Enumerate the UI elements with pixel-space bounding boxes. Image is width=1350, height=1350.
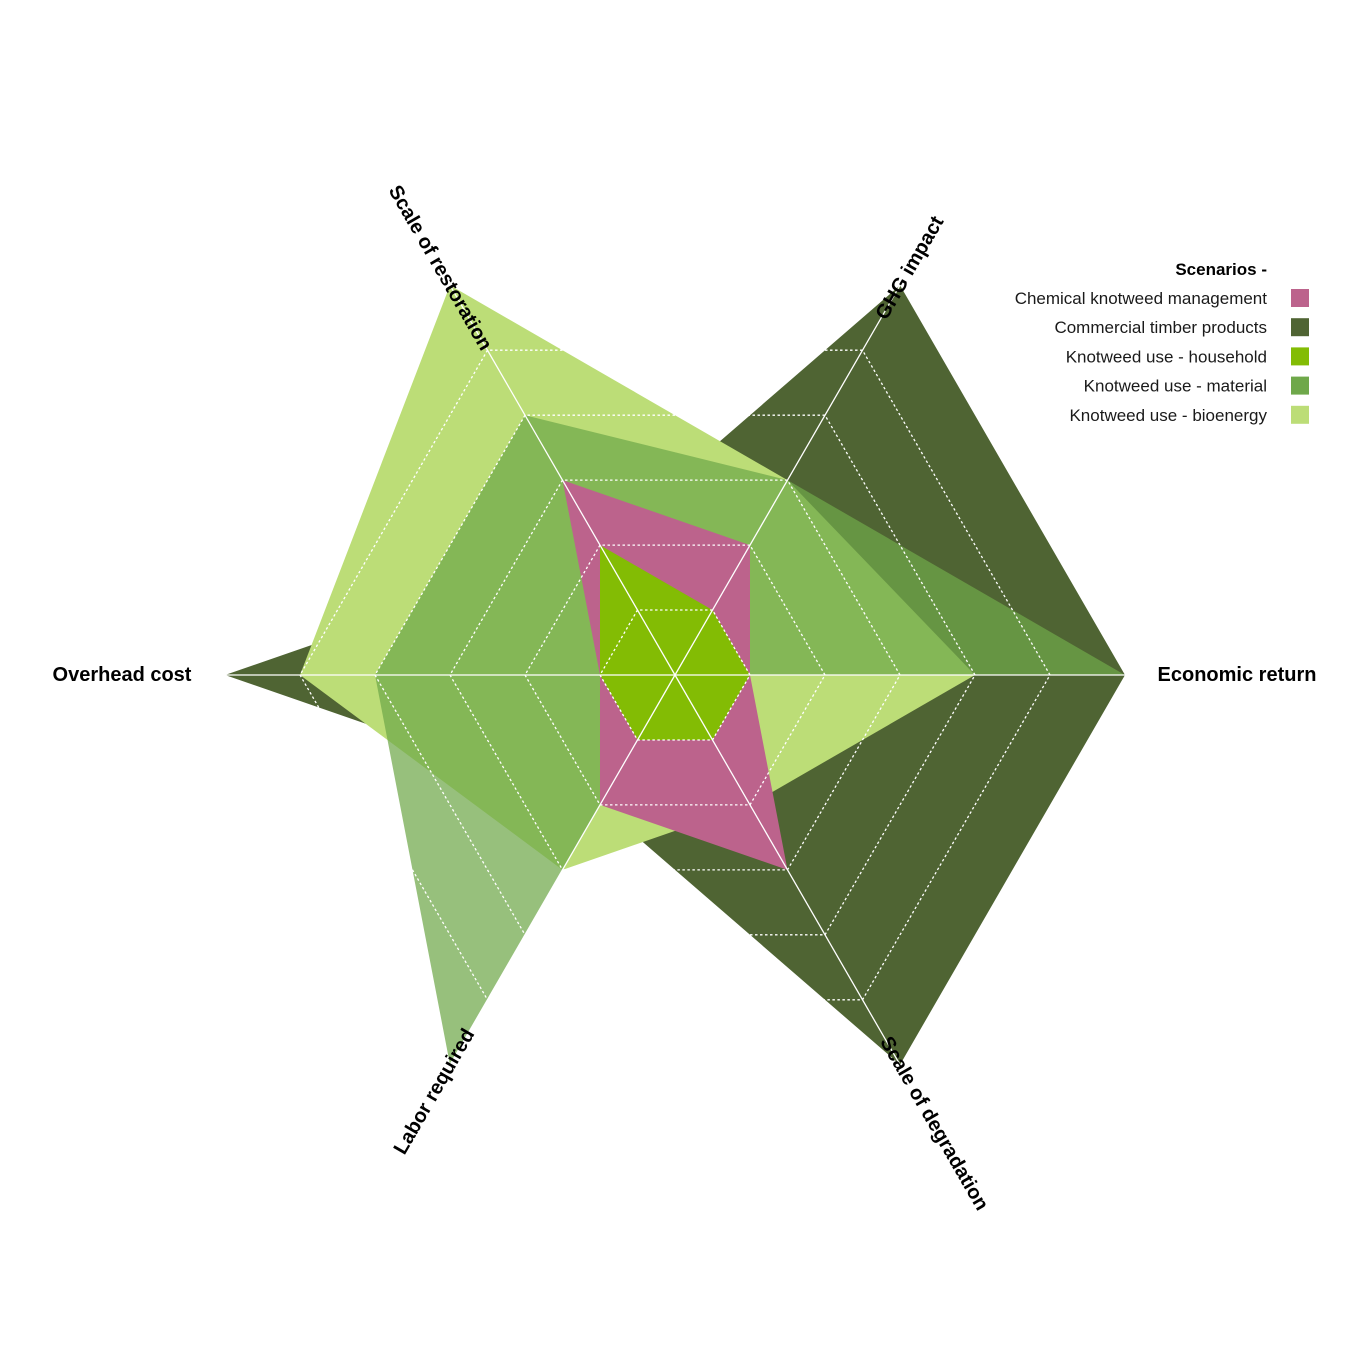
legend-label: Commercial timber products — [1054, 318, 1267, 337]
legend-item-knotweed-use-material: Knotweed use - material — [1084, 376, 1309, 396]
legend-item-knotweed-use-bioenergy: Knotweed use - bioenergy — [1069, 405, 1309, 425]
legend: Scenarios - Chemical knotweed management C… — [1015, 260, 1309, 425]
legend-label: Knotweed use - bioenergy — [1069, 406, 1267, 425]
axis-label-labor-required: Labor required — [390, 1025, 480, 1158]
legend-swatch — [1291, 405, 1309, 424]
legend-label: Knotweed use - material — [1084, 377, 1267, 396]
legend-title: Scenarios - — [1175, 260, 1267, 279]
legend-swatch — [1291, 318, 1309, 337]
series-knotweed-use-household — [600, 545, 750, 740]
axis-line-ghg-impact — [674, 284, 901, 676]
axis-line-scale-of-degradation — [674, 674, 901, 1066]
grid-layer — [225, 284, 1125, 1066]
axis-line-scale-of-restoration — [449, 284, 676, 676]
series-knotweed-use-material — [375, 415, 1125, 1065]
legend-item-chemical-knotweed-management: Chemical knotweed management — [1015, 289, 1309, 308]
legend-item-knotweed-use-household: Knotweed use - household — [1066, 347, 1309, 366]
legend-swatch — [1291, 376, 1309, 395]
legend-item-commercial-timber-products: Commercial timber products — [1054, 318, 1309, 337]
axis-label-overhead-cost: Overhead cost — [53, 664, 192, 686]
legend-swatch — [1291, 289, 1309, 307]
axis-line-labor-required — [449, 674, 676, 1066]
legend-label: Chemical knotweed management — [1015, 289, 1268, 308]
axis-label-scale-of-degradation: Scale of degradation — [875, 1033, 992, 1214]
axis-label-economic-return: Economic return — [1158, 664, 1317, 686]
legend-label: Knotweed use - household — [1066, 347, 1267, 366]
legend-swatch — [1291, 347, 1309, 366]
